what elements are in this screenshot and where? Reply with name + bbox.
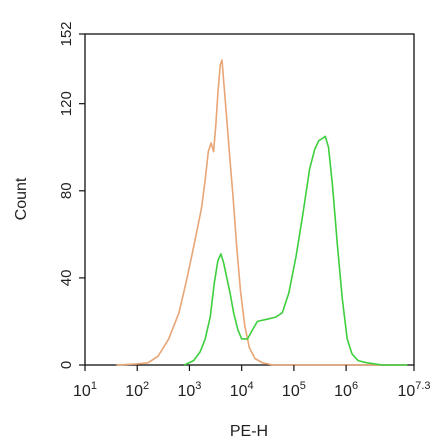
y-axis-label: Count <box>13 177 30 220</box>
x-axis-label: PE-H <box>230 423 268 440</box>
y-tick-label: 152 <box>58 21 75 46</box>
y-tick-label: 0 <box>58 361 75 369</box>
x-tick-label: 103 <box>177 380 201 400</box>
y-axis-ticks: 0 40 80 120 152 <box>58 21 85 369</box>
x-tick-label: 105 <box>282 380 306 400</box>
x-tick-label: 107.3 <box>397 380 430 400</box>
x-axis-ticks: 101 102 103 104 105 106 107.3 <box>73 365 431 400</box>
y-tick-label: 120 <box>58 91 75 116</box>
plot-frame <box>84 33 415 366</box>
series-line-0 <box>116 59 408 366</box>
y-tick-label: 80 <box>58 182 75 199</box>
series-layer <box>116 59 408 366</box>
x-tick-label: 102 <box>125 380 149 400</box>
series-line-1 <box>184 135 408 366</box>
x-tick-label: 101 <box>73 380 97 400</box>
x-tick-label: 104 <box>230 380 254 400</box>
y-tick-label: 40 <box>58 270 75 287</box>
x-tick-label: 106 <box>334 380 358 400</box>
